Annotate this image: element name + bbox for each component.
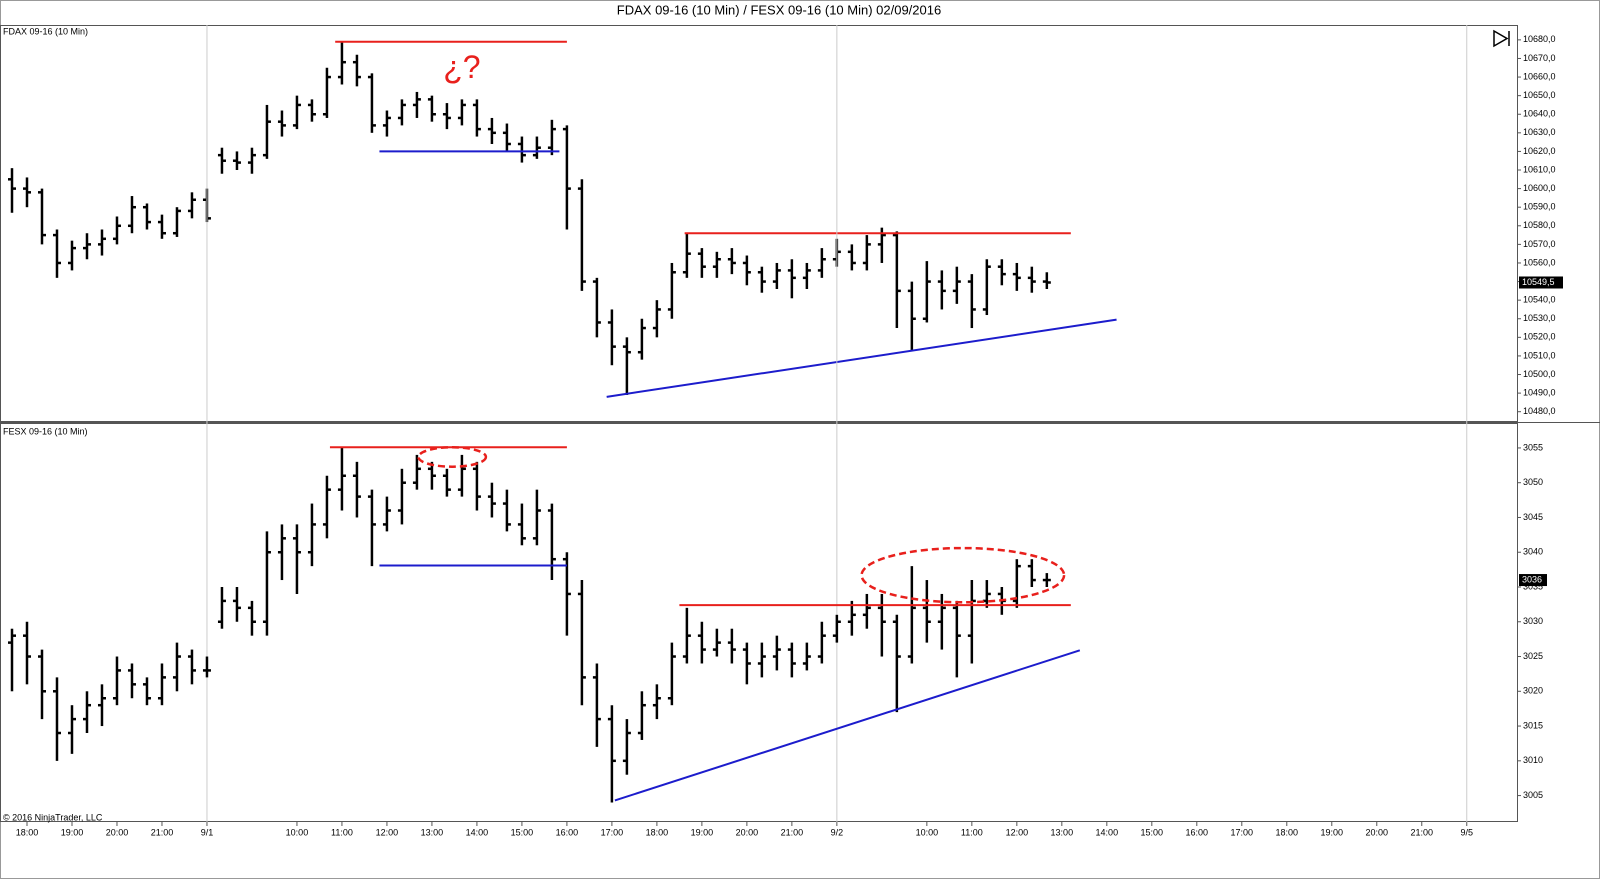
y-tick-label: 3005 bbox=[1523, 790, 1543, 800]
y-tick-label: 10650,0 bbox=[1523, 90, 1556, 100]
y-tick-label: 10670,0 bbox=[1523, 53, 1556, 63]
y-tick-label: 10560,0 bbox=[1523, 257, 1556, 267]
ellipse-annotation bbox=[860, 546, 1066, 604]
last-price-box bbox=[1519, 574, 1547, 587]
x-tick-label: 11:00 bbox=[961, 827, 983, 837]
y-tick-label: 3050 bbox=[1523, 477, 1543, 487]
x-tick-label: 21:00 bbox=[781, 827, 804, 837]
x-tick-label: 19:00 bbox=[1321, 827, 1344, 837]
y-tick-label: 3040 bbox=[1523, 547, 1543, 557]
x-tick-label: 9/1 bbox=[201, 827, 214, 837]
x-tick-label: 17:00 bbox=[601, 827, 624, 837]
y-tick-label: 10530,0 bbox=[1523, 313, 1556, 323]
y-tick-label: 10580,0 bbox=[1523, 220, 1556, 230]
panel-frame bbox=[0, 25, 1518, 422]
y-tick-label: 10540,0 bbox=[1523, 295, 1556, 305]
x-tick-label: 18:00 bbox=[1276, 827, 1299, 837]
x-tick-label: 15:00 bbox=[511, 827, 534, 837]
x-tick-label: 9/5 bbox=[1461, 827, 1474, 837]
x-tick-label: 21:00 bbox=[1411, 827, 1434, 837]
panel-label: FESX 09-16 (10 Min) bbox=[3, 426, 88, 436]
y-tick-label: 10600,0 bbox=[1523, 183, 1556, 193]
x-tick-label: 10:00 bbox=[286, 827, 309, 837]
y-tick-label: 10500,0 bbox=[1523, 369, 1556, 379]
x-tick-label: 20:00 bbox=[106, 827, 129, 837]
last-price-label: 10549,5 bbox=[1522, 277, 1555, 287]
y-tick-label: 3020 bbox=[1523, 686, 1543, 696]
x-tick-label: 20:00 bbox=[1366, 827, 1389, 837]
x-tick-label: 16:00 bbox=[556, 827, 579, 837]
y-tick-label: 10480,0 bbox=[1523, 406, 1556, 416]
y-tick-label: 3010 bbox=[1523, 755, 1543, 765]
y-tick-label: 10640,0 bbox=[1523, 109, 1556, 119]
y-tick-label: 3035 bbox=[1523, 581, 1543, 591]
x-tick-label: 19:00 bbox=[691, 827, 714, 837]
x-tick-label: 13:00 bbox=[1051, 827, 1074, 837]
x-tick-label: 12:00 bbox=[376, 827, 399, 837]
trend-line bbox=[606, 318, 1117, 398]
x-tick-label: 15:00 bbox=[1141, 827, 1164, 837]
trend-line bbox=[614, 649, 1081, 802]
y-tick-label: 10520,0 bbox=[1523, 332, 1556, 342]
copyright: © 2016 NinjaTrader, LLC bbox=[3, 812, 103, 822]
text-annotation: ¿? bbox=[443, 49, 480, 85]
x-tick-label: 14:00 bbox=[1096, 827, 1119, 837]
y-tick-label: 10490,0 bbox=[1523, 387, 1556, 397]
x-tick-label: 11:00 bbox=[331, 827, 353, 837]
y-tick-label: 3015 bbox=[1523, 720, 1543, 730]
panel-frame bbox=[0, 423, 1518, 822]
y-tick-label: 10630,0 bbox=[1523, 127, 1556, 137]
y-tick-label: 10570,0 bbox=[1523, 239, 1556, 249]
x-tick-label: 19:00 bbox=[61, 827, 84, 837]
x-tick-label: 20:00 bbox=[736, 827, 759, 837]
play-icon[interactable] bbox=[1493, 29, 1509, 48]
x-tick-label: 18:00 bbox=[646, 827, 669, 837]
x-tick-label: 14:00 bbox=[466, 827, 489, 837]
y-tick-label: 10610,0 bbox=[1523, 164, 1556, 174]
y-tick-label: 10510,0 bbox=[1523, 350, 1556, 360]
x-tick-label: 18:00 bbox=[16, 827, 39, 837]
ellipse-annotation bbox=[417, 445, 488, 468]
last-price-label: 3036 bbox=[1522, 574, 1542, 584]
x-tick-label: 17:00 bbox=[1231, 827, 1254, 837]
y-tick-label: 3025 bbox=[1523, 651, 1543, 661]
y-tick-label: 10620,0 bbox=[1523, 146, 1556, 156]
y-tick-label: 10660,0 bbox=[1523, 71, 1556, 81]
x-tick-label: 9/2 bbox=[831, 827, 844, 837]
panel-label: FDAX 09-16 (10 Min) bbox=[3, 26, 88, 36]
y-tick-label: 3030 bbox=[1523, 616, 1543, 626]
x-tick-label: 13:00 bbox=[421, 827, 444, 837]
chart-title: FDAX 09-16 (10 Min) / FESX 09-16 (10 Min… bbox=[617, 2, 941, 17]
y-tick-label: 3055 bbox=[1523, 442, 1543, 452]
y-tick-label: 10590,0 bbox=[1523, 202, 1556, 212]
last-price-box bbox=[1519, 276, 1563, 289]
play-button[interactable] bbox=[1493, 29, 1510, 48]
y-tick-label: 3045 bbox=[1523, 512, 1543, 522]
y-tick-label: 10680,0 bbox=[1523, 34, 1556, 44]
x-tick-label: 16:00 bbox=[1186, 827, 1209, 837]
x-tick-label: 12:00 bbox=[1006, 827, 1029, 837]
x-tick-label: 10:00 bbox=[916, 827, 939, 837]
x-tick-label: 21:00 bbox=[151, 827, 174, 837]
